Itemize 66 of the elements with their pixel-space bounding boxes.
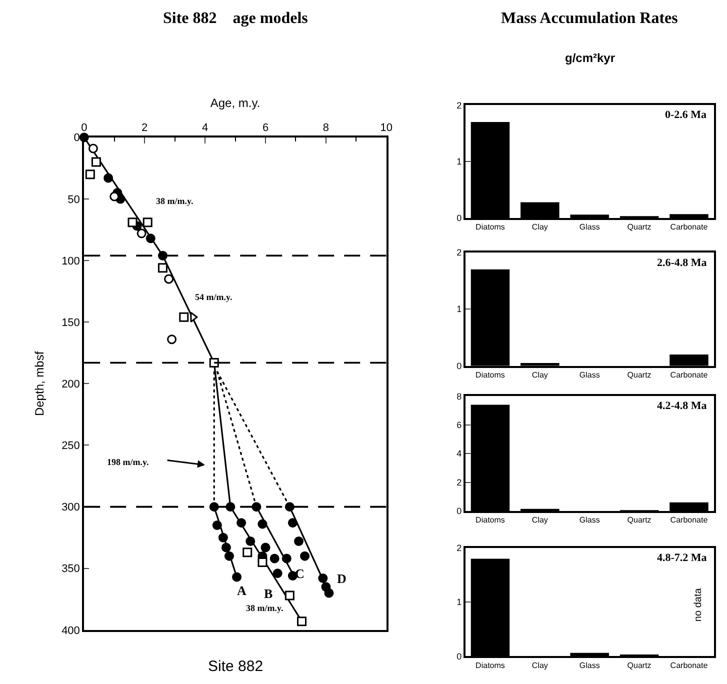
y-tick-label: 1 <box>456 156 462 167</box>
y-tick-label: 6 <box>456 420 462 430</box>
y-tick-label: 0 <box>456 651 462 662</box>
text: Site 882 <box>208 658 264 675</box>
x-tick-label: 8 <box>322 122 330 134</box>
chart-subtitle: g/cm²kyr <box>565 51 616 65</box>
x-tick-label: Clay <box>532 222 548 232</box>
y-axis-title: Depth, mbsf <box>32 350 46 416</box>
y-tick-label: 300 <box>62 502 80 514</box>
annotation: 0-2.6 Ma <box>665 109 708 121</box>
annotation: 4.8-7.2 Ma <box>657 552 708 564</box>
x-tick-label: Diatoms <box>476 660 505 670</box>
x-tick-label: Glass <box>579 222 600 232</box>
annotation: 4.2-4.8 Ma <box>657 400 708 412</box>
y-tick-label: 350 <box>62 563 80 576</box>
annotation: 54 m/m.y. <box>195 292 232 302</box>
x-tick-label: Diatoms <box>476 370 505 380</box>
y-tick-label: 2 <box>456 543 462 554</box>
y-tick-label: 1 <box>456 304 462 314</box>
y-tick-label: 2 <box>456 477 462 488</box>
annotation: A <box>237 583 247 598</box>
x-tick-label: Quartz <box>627 660 652 670</box>
x-tick-label: Carbonate <box>670 370 708 380</box>
y-tick-label: 400 <box>62 624 80 637</box>
y-tick-label: 1 <box>456 597 462 608</box>
annotation: B <box>264 586 273 601</box>
y-tick-label: 150 <box>62 316 80 329</box>
y-tick-label: 2 <box>456 100 462 110</box>
x-tick-label: 6 <box>262 122 269 134</box>
y-tick-label: 50 <box>68 194 80 206</box>
annotation: no data <box>693 588 704 622</box>
annotation: 2.6-4.8 Ma <box>657 257 708 269</box>
y-tick-label: 0 <box>456 361 462 372</box>
y-tick-label: 0 <box>456 506 462 516</box>
x-tick-label: Quartz <box>627 516 652 525</box>
x-tick-label: Carbonate <box>670 516 708 525</box>
x-tick-label: Diatoms <box>476 222 505 232</box>
x-tick-label: Glass <box>579 516 600 525</box>
x-tick-label: Quartz <box>627 370 652 380</box>
annotation: 38 m/m.y. <box>246 603 284 613</box>
y-tick-label: 200 <box>62 378 80 391</box>
x-tick-label: 4 <box>202 122 208 134</box>
x-tick-label: Diatoms <box>476 516 505 525</box>
y-tick-label: 0 <box>74 132 80 144</box>
x-tick-label: 2 <box>142 122 148 134</box>
x-tick-label: Quartz <box>627 222 652 232</box>
chart-title: Mass Accumulation Rates <box>501 10 678 27</box>
x-tick-label: Clay <box>532 370 548 380</box>
y-tick-label: 0 <box>456 213 462 224</box>
y-tick-label: 2 <box>456 247 462 258</box>
chart-title: Site 882 age models <box>163 10 308 27</box>
x-tick-label: Glass <box>579 370 600 380</box>
x-axis-title: Age, m.y. <box>210 96 260 110</box>
annotation: 38 m/m.y. <box>156 196 194 206</box>
x-tick-label: Clay <box>532 516 548 525</box>
y-tick-label: 250 <box>62 440 80 452</box>
y-tick-label: 4 <box>456 448 462 459</box>
x-tick-label: Clay <box>532 660 548 670</box>
x-tick-label: Carbonate <box>670 222 708 232</box>
annotation: D <box>337 571 346 586</box>
annotation: 198 m/m.y. <box>107 457 149 467</box>
y-tick-label: 100 <box>62 255 80 268</box>
x-tick-label: Carbonate <box>670 660 708 670</box>
y-tick-label: 8 <box>456 391 462 402</box>
x-tick-label: Glass <box>579 660 600 670</box>
x-tick-label: 10 <box>380 122 393 134</box>
